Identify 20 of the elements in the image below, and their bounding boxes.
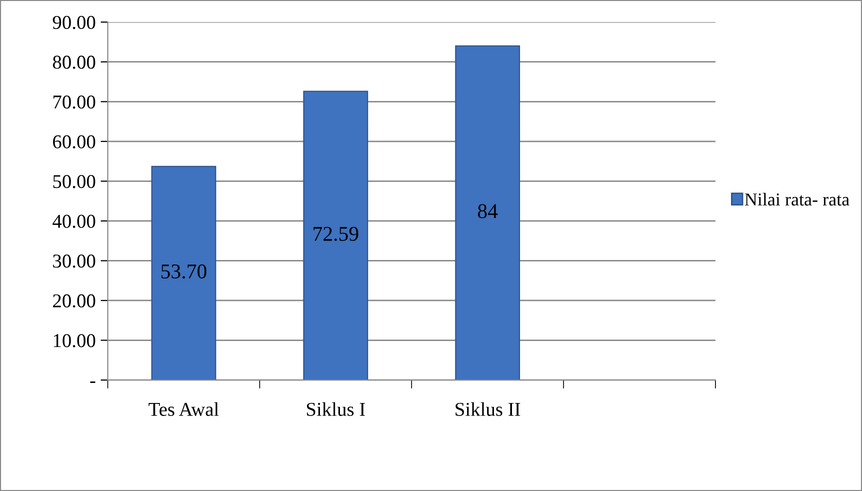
y-tick-label: 20.00 <box>53 294 96 308</box>
y-tick-label: 90.00 <box>52 16 96 30</box>
bar <box>455 45 520 380</box>
y-tick-label: 40.00 <box>52 214 96 228</box>
data-label: 53.70 <box>161 264 206 279</box>
x-tick-label: Siklus I <box>306 402 365 416</box>
bar <box>303 90 368 380</box>
data-label: 84 <box>478 204 498 218</box>
y-tick-label: 10.00 <box>54 334 96 348</box>
bar <box>151 166 216 380</box>
x-tick-label: Tes Awal <box>148 402 219 416</box>
y-tick-label: 50.00 <box>53 174 96 188</box>
x-tick-label: Siklus II <box>456 402 520 416</box>
y-tick-label: 30.00 <box>53 254 96 268</box>
y-tick-label: 60.00 <box>53 135 96 148</box>
y-tick-label: - <box>90 381 96 383</box>
data-label: 72.59 <box>314 226 358 241</box>
legend-label: Nilai rata- rata <box>744 192 850 206</box>
y-tick-label: 70.00 <box>53 95 96 109</box>
y-tick-label: 80.00 <box>52 56 96 69</box>
